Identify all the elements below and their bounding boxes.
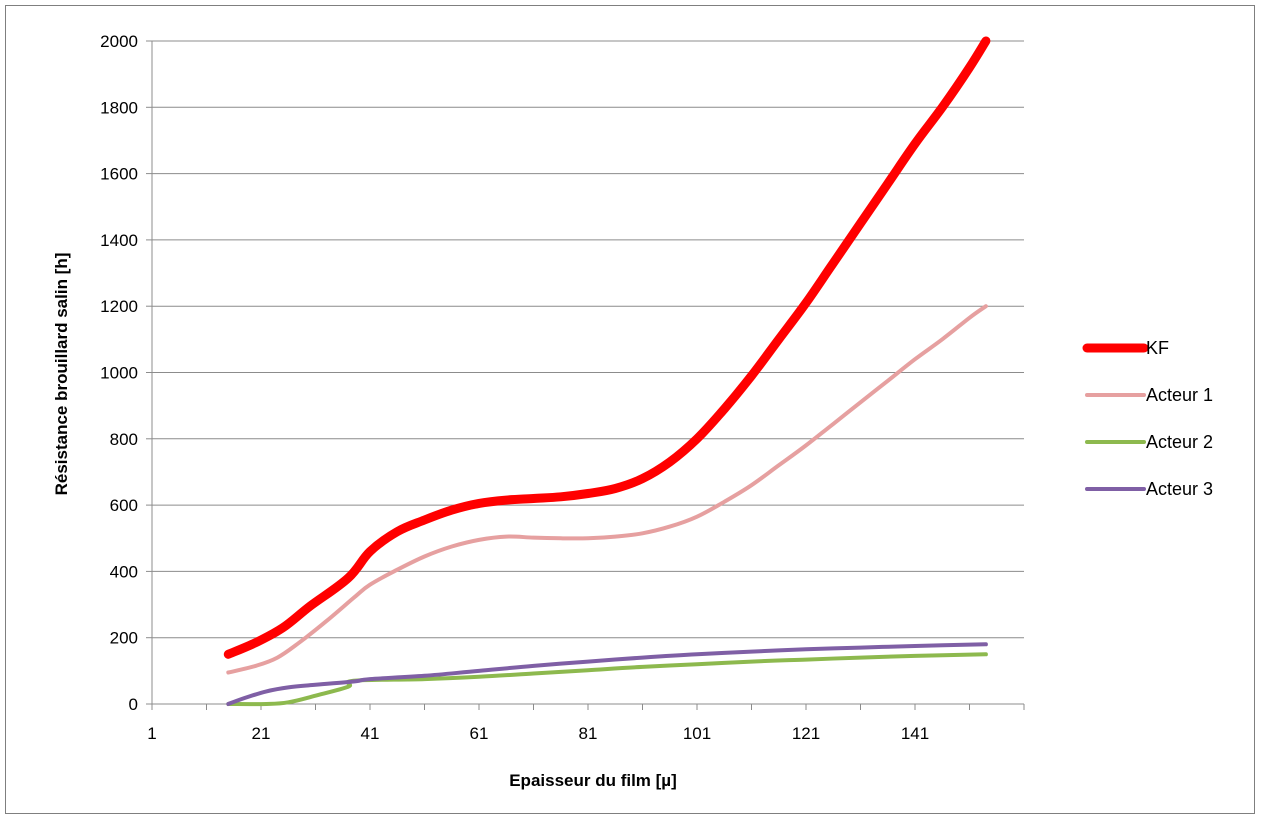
legend: KF Acteur 1 Acteur 2 Acteur 3 bbox=[1082, 338, 1213, 499]
y-tick-label: 200 bbox=[110, 629, 138, 648]
legend-label: Acteur 2 bbox=[1146, 432, 1213, 452]
x-tick-label: 1 bbox=[147, 724, 156, 743]
series-line-acteur-2 bbox=[226, 652, 988, 707]
x-tick-label: 21 bbox=[252, 724, 271, 743]
y-tick-label: 2000 bbox=[100, 32, 138, 51]
y-tick-label: 600 bbox=[110, 496, 138, 515]
y-tick-label: 1400 bbox=[100, 231, 138, 250]
series-lines bbox=[223, 36, 991, 707]
axes bbox=[146, 40, 1025, 710]
y-tick-label: 0 bbox=[129, 695, 138, 714]
gridlines bbox=[152, 40, 1024, 639]
x-tick-label: 101 bbox=[683, 724, 711, 743]
x-tick-labels: 1 21 41 61 81 101 121 141 bbox=[147, 724, 929, 743]
y-tick-labels: 0 200 400 600 800 1000 1200 1400 1600 1800 2000 bbox=[100, 32, 138, 714]
series-line-kf bbox=[223, 36, 991, 659]
x-tick-label: 121 bbox=[792, 724, 820, 743]
series-line-acteur-1 bbox=[226, 304, 988, 675]
x-axis-title: Epaisseur du film [µ] bbox=[509, 771, 677, 790]
x-tick-label: 81 bbox=[579, 724, 598, 743]
y-axis-title: Résistance brouillard salin [h] bbox=[52, 253, 71, 496]
y-tick-label: 1000 bbox=[100, 364, 138, 383]
legend-label: KF bbox=[1146, 338, 1169, 358]
y-tick-label: 800 bbox=[110, 430, 138, 449]
chart-frame bbox=[5, 5, 1255, 814]
x-tick-label: 61 bbox=[470, 724, 489, 743]
y-tick-label: 1600 bbox=[100, 165, 138, 184]
y-tick-label: 400 bbox=[110, 562, 138, 581]
x-tick-label: 41 bbox=[361, 724, 380, 743]
x-tick-label: 141 bbox=[901, 724, 929, 743]
y-tick-label: 1800 bbox=[100, 98, 138, 117]
y-tick-label: 1200 bbox=[100, 297, 138, 316]
legend-label: Acteur 3 bbox=[1146, 479, 1213, 499]
legend-label: Acteur 1 bbox=[1146, 385, 1213, 405]
series-line-acteur-3 bbox=[226, 642, 988, 706]
